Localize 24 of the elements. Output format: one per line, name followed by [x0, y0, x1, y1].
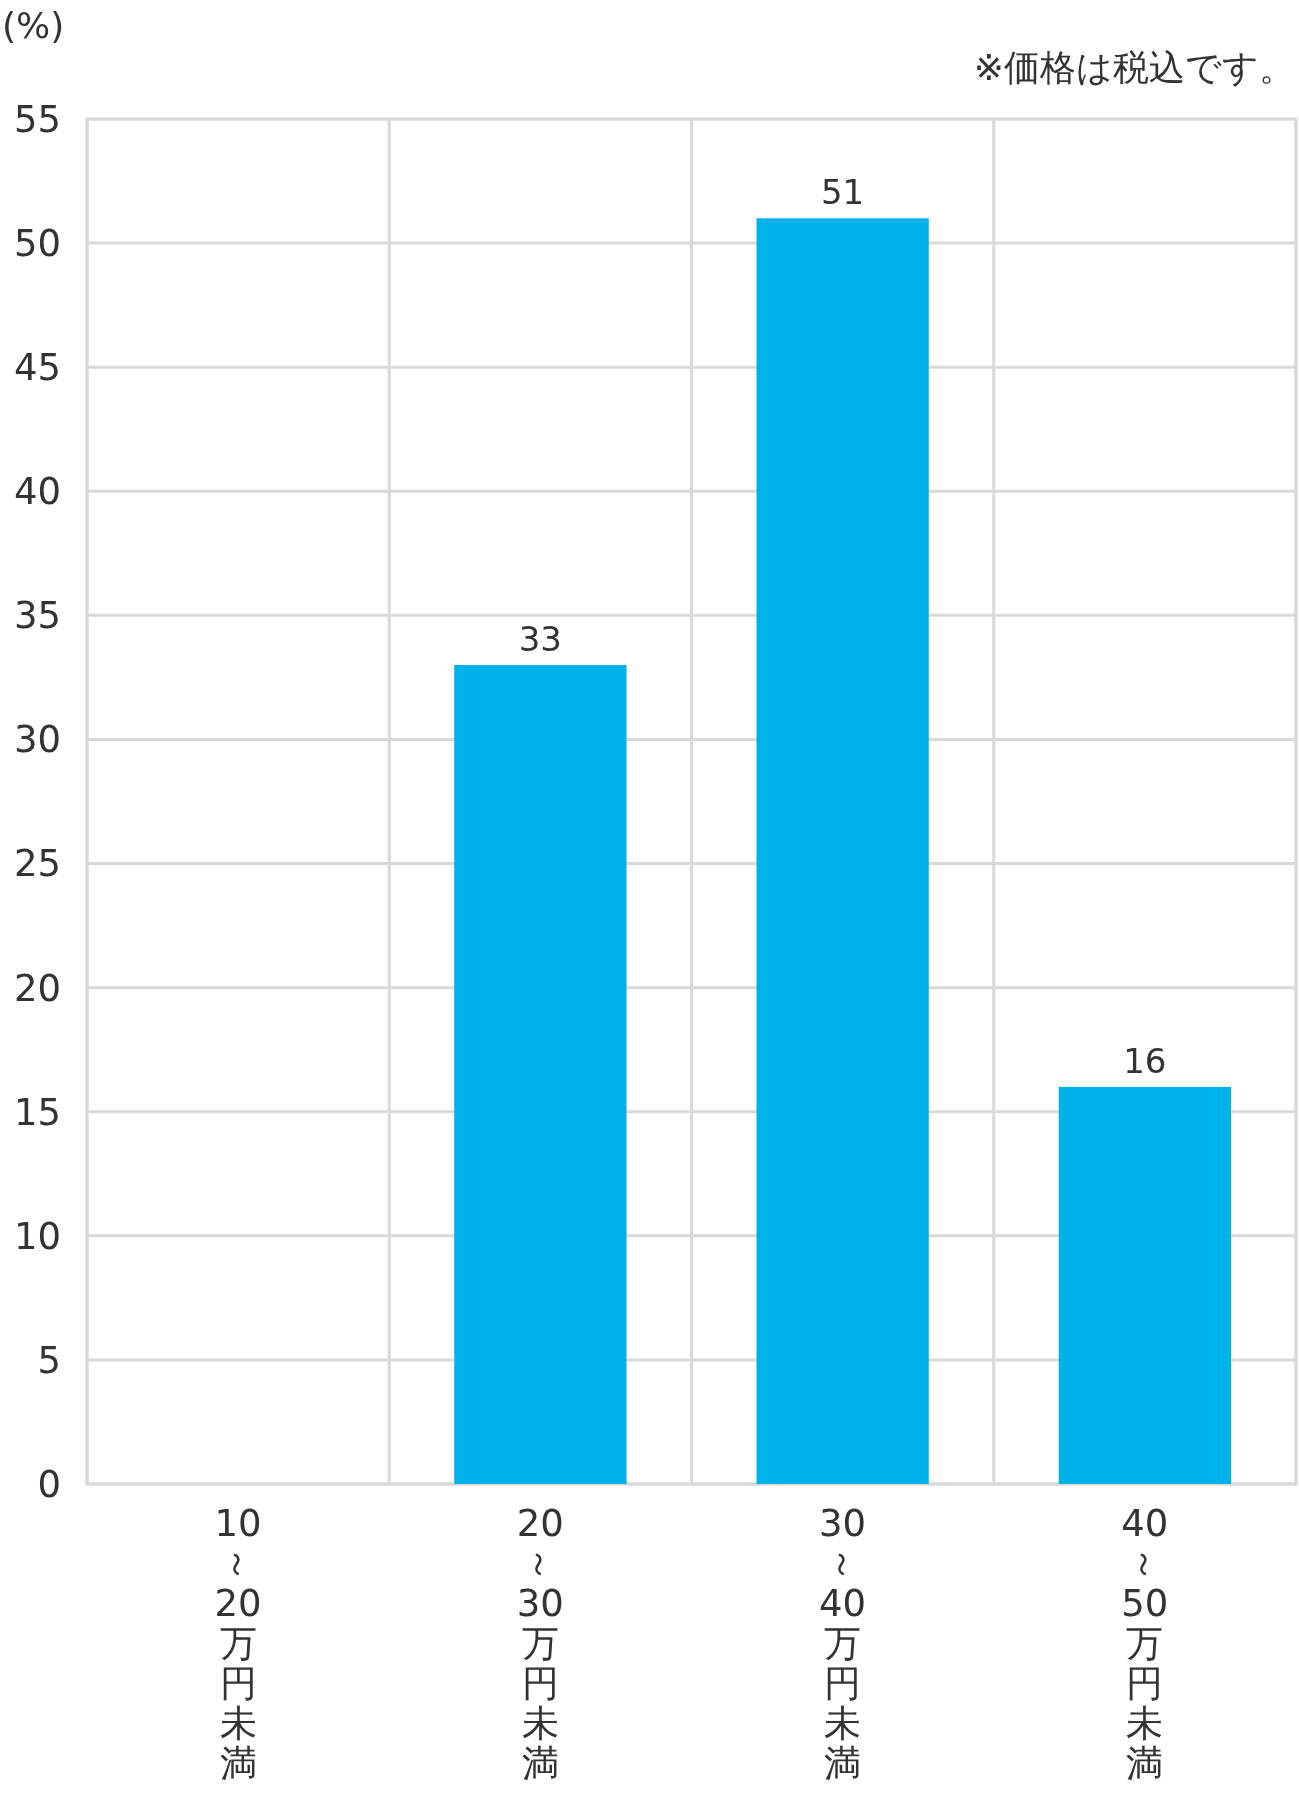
data-label: 16 — [1123, 1040, 1167, 1081]
data-label: 33 — [518, 619, 563, 659]
y-tick-label: 45 — [13, 346, 61, 390]
y-tick-label: 55 — [13, 97, 61, 141]
y-axis-title: (%) — [2, 5, 65, 46]
y-tick-label: 5 — [37, 1338, 61, 1382]
x-tick-label: 10～20万円未満 — [214, 1502, 262, 1785]
bar — [756, 218, 929, 1484]
x-tick-label: 40～50万円未満 — [1121, 1502, 1169, 1785]
x-tick-label: 20～30万円未満 — [516, 1502, 564, 1785]
y-tick-label: 40 — [13, 470, 61, 514]
y-tick-label: 25 — [13, 842, 61, 886]
y-tick-label: 0 — [37, 1462, 61, 1506]
bar — [454, 665, 627, 1484]
text: ※価格は税込です。 — [973, 47, 1295, 88]
y-tick-label: 30 — [13, 718, 61, 762]
y-tick-label: 35 — [13, 594, 61, 638]
data-label: 51 — [820, 172, 865, 213]
y-tick-label: 50 — [13, 222, 61, 266]
y-tick-label: 15 — [13, 1090, 61, 1134]
x-tick-label: 30～40万円未満 — [819, 1502, 867, 1785]
y-tick-label: 20 — [13, 966, 61, 1010]
y-tick-label: 10 — [13, 1214, 61, 1258]
bar — [1058, 1086, 1232, 1484]
